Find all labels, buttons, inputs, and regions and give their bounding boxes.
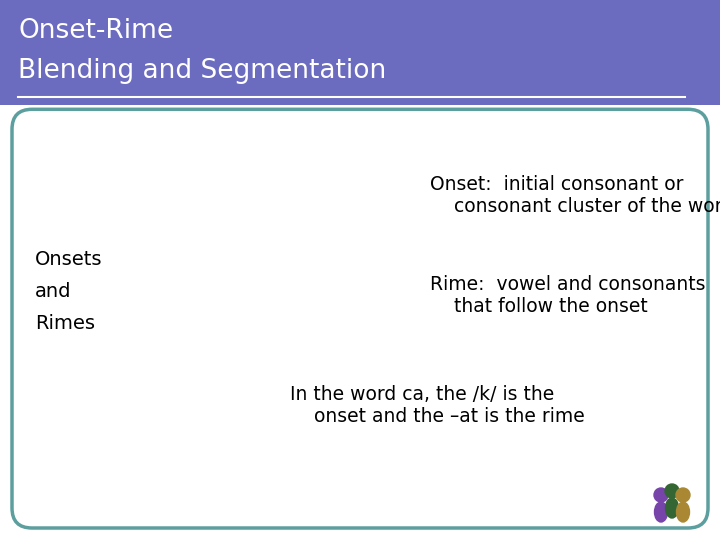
Text: Rime:  vowel and consonants
    that follow the onset: Rime: vowel and consonants that follow t… (430, 275, 706, 316)
Circle shape (665, 484, 679, 498)
Text: Onset-Rime: Onset-Rime (18, 18, 173, 44)
Bar (0, 0, 720, 105)
Text: Onsets: Onsets (35, 250, 102, 269)
Ellipse shape (677, 502, 690, 522)
Text: Blending and Segmentation: Blending and Segmentation (18, 58, 386, 84)
Text: Onset:  initial consonant or
    consonant cluster of the word: Onset: initial consonant or consonant cl… (430, 175, 720, 216)
FancyBboxPatch shape (12, 109, 708, 528)
Ellipse shape (654, 502, 667, 522)
Circle shape (654, 488, 668, 502)
Circle shape (676, 488, 690, 502)
Text: In the word ca, the /k/ is the
    onset and the –at is the rime: In the word ca, the /k/ is the onset and… (290, 385, 585, 426)
Ellipse shape (665, 498, 678, 518)
Text: Rimes: Rimes (35, 314, 95, 333)
Text: and: and (35, 282, 71, 301)
